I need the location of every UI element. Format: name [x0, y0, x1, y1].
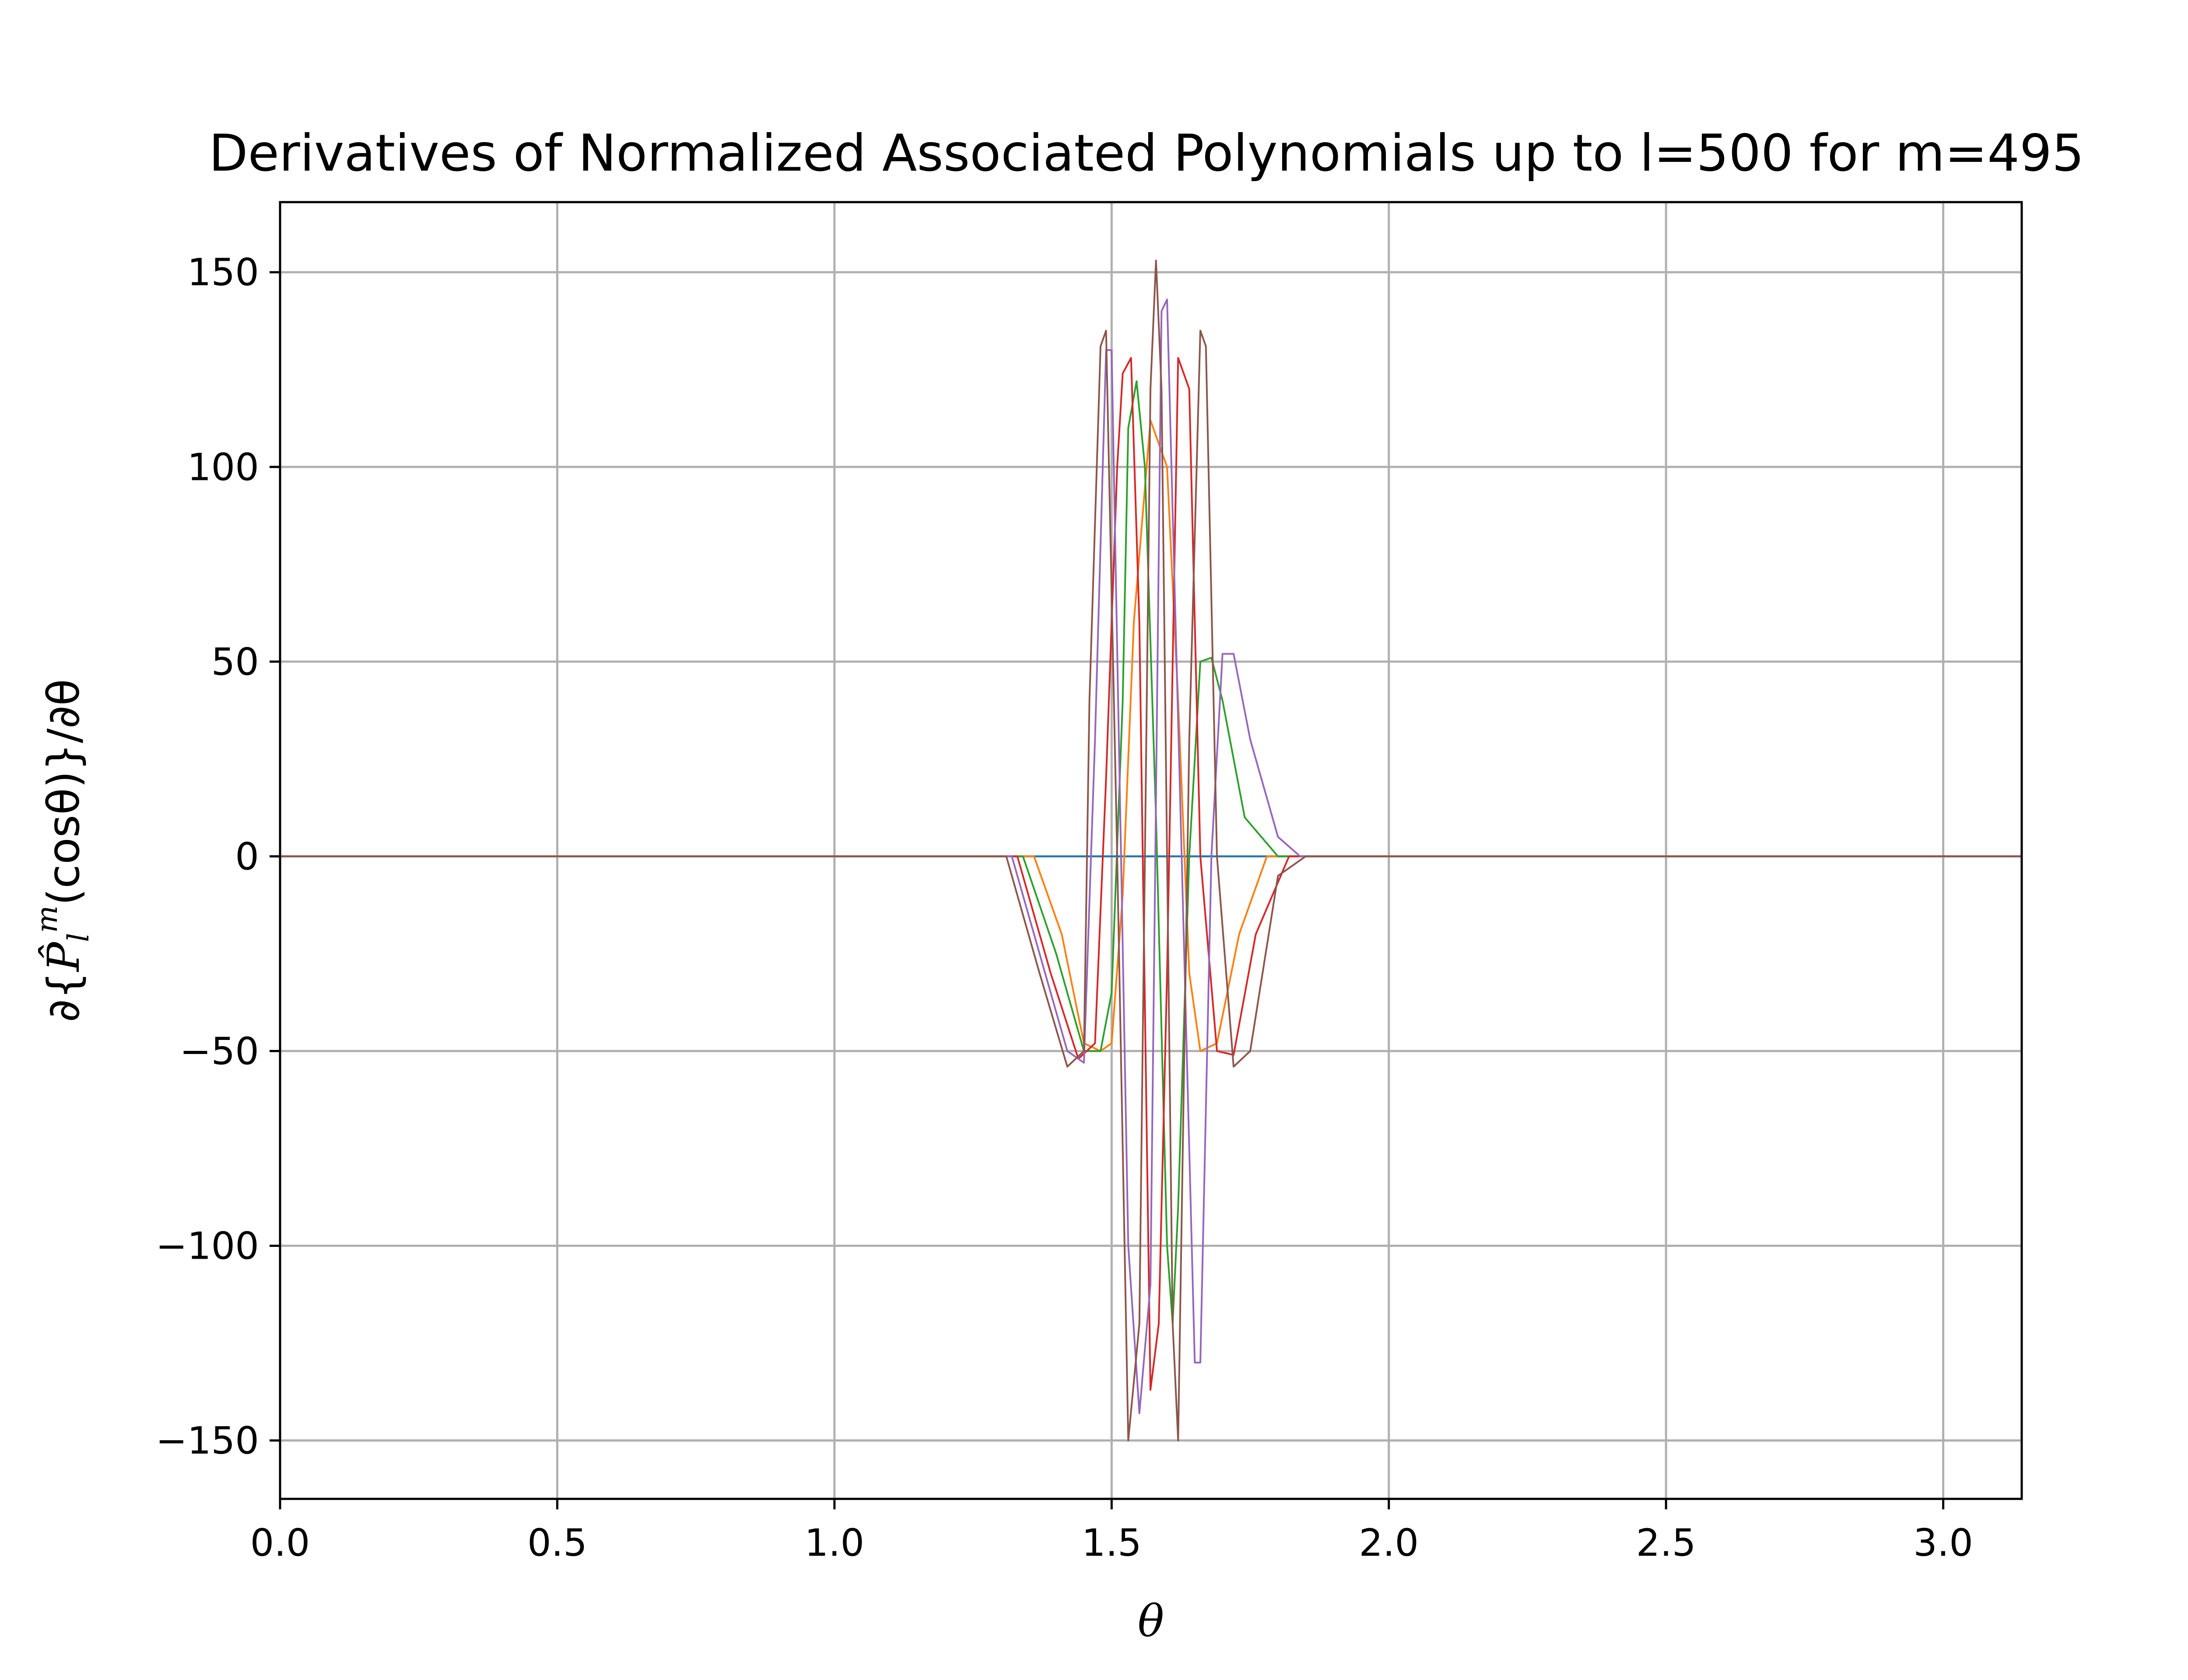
- x-axis-label: θ: [1138, 1596, 1164, 1647]
- y-axis-label-sup: m: [30, 906, 64, 933]
- chart-title: Derivatives of Normalized Associated Pol…: [209, 124, 2084, 183]
- x-tick-label: 0.5: [527, 1521, 587, 1565]
- y-axis-label-prefix: ∂{: [38, 972, 89, 1022]
- y-tick-label: 100: [187, 445, 259, 489]
- y-tick-label: 150: [187, 251, 259, 294]
- y-axis-label-sub: l: [62, 933, 95, 942]
- series-group: [280, 259, 2022, 1442]
- x-tick-label: 1.5: [1082, 1521, 1142, 1565]
- x-tick-label: 2.5: [1636, 1521, 1696, 1565]
- x-tick-label: 3.0: [1913, 1521, 1973, 1565]
- ticks: 0.0 0.5 1.0 1.5 2.0 2.5 3.0 150 100 50 0 −50 −100 −15…: [156, 251, 1973, 1565]
- y-tick-label: −100: [156, 1224, 259, 1268]
- x-tick-label: 0.0: [250, 1521, 310, 1565]
- y-tick-label: 50: [211, 640, 259, 684]
- svg-text:∂{P̂lm(cosθ)}/∂θ: ∂{P̂lm(cosθ)}/∂θ: [30, 679, 95, 1022]
- y-axis-label-base: P̂: [38, 942, 89, 973]
- x-tick-label: 1.0: [804, 1521, 864, 1565]
- series-line-6: [280, 259, 2022, 1442]
- y-tick-label: −150: [156, 1419, 259, 1463]
- plot-frame: [279, 201, 2023, 1500]
- y-tick-label: −50: [180, 1029, 259, 1073]
- y-axis-label: ∂{P̂lm(cosθ)}/∂θ: [30, 679, 95, 1022]
- series-line-5: [280, 298, 2022, 1414]
- y-tick-label: 0: [235, 835, 259, 878]
- x-tick-label: 2.0: [1359, 1521, 1419, 1565]
- y-axis-label-suffix: (cosθ)}/∂θ: [38, 679, 89, 906]
